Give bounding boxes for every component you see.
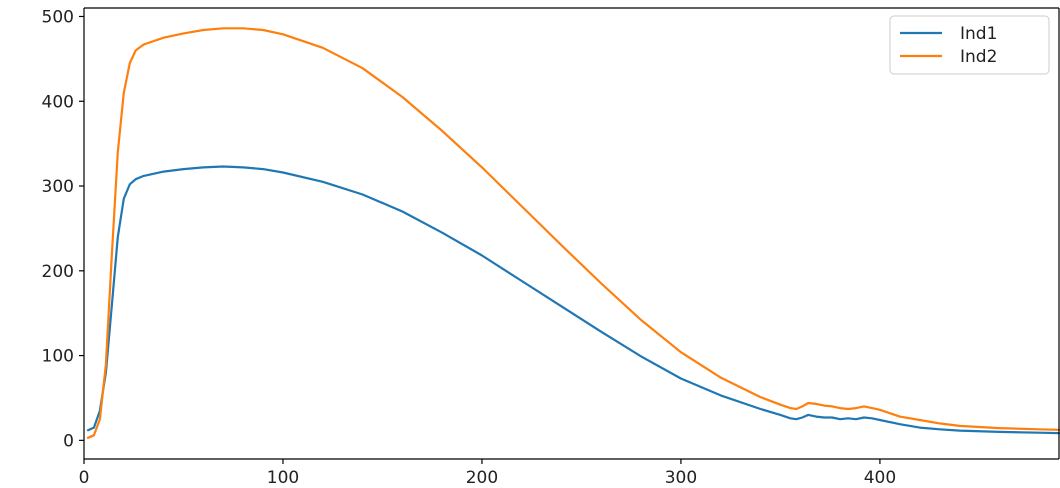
series-line-ind1 [86, 165, 1060, 435]
axes-frame [84, 8, 1059, 459]
series-layer [86, 27, 1060, 439]
x-tick-label: 100 [267, 468, 299, 488]
x-tick-label: 400 [864, 468, 896, 488]
axes-spines [83, 7, 1060, 460]
y-tick-label: 400 [42, 92, 74, 112]
x-tick-label: 0 [79, 468, 90, 488]
y-axis: 0 100 200 300 400 500 [42, 7, 84, 451]
x-axis: 0 100 200 300 400 [79, 459, 896, 488]
legend-label-ind1: Ind1 [960, 24, 997, 44]
y-tick-label: 300 [42, 177, 74, 197]
y-tick-label: 500 [42, 7, 74, 27]
legend-label-ind2: Ind2 [960, 47, 997, 67]
y-tick-label: 0 [63, 431, 74, 451]
legend-box [889, 15, 1050, 75]
series-line-ind2 [86, 27, 1060, 439]
x-tick-label: 200 [466, 468, 498, 488]
y-tick-label: 200 [42, 262, 74, 282]
plot-area [83, 7, 1060, 460]
x-tick-label: 300 [665, 468, 697, 488]
y-tick-label: 100 [42, 347, 74, 367]
legend: Ind1 Ind2 [889, 15, 1050, 75]
